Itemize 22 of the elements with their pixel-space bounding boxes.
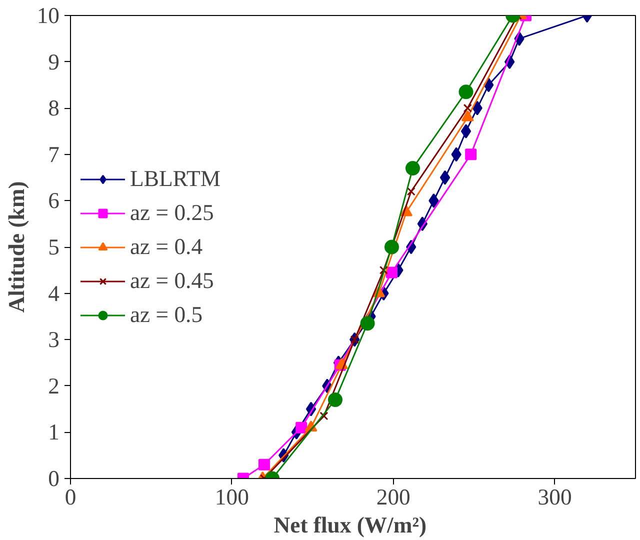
y-tick-label: 0: [48, 466, 60, 491]
y-tick-label: 7: [48, 142, 60, 167]
y-tick-label: 4: [48, 280, 60, 306]
y-tick-label: 9: [48, 49, 60, 74]
y-tick-label: 6: [48, 188, 60, 214]
legend-label: LBLRTM: [130, 166, 221, 192]
y-tick-label: 10: [36, 3, 60, 28]
legend-label: az = 0.45: [130, 268, 214, 294]
legend-label: az = 0.5: [130, 302, 203, 328]
y-tick-label: 8: [48, 96, 60, 121]
legend-label: az = 0.25: [130, 200, 214, 226]
x-axis-title: Net flux (W/m²): [274, 512, 427, 538]
legend-label: az = 0.4: [130, 234, 203, 260]
y-tick-label: 1: [48, 420, 60, 445]
y-tick-label: 3: [48, 327, 60, 352]
y-tick-label: 2: [48, 373, 60, 398]
x-tick-label: 300: [538, 484, 572, 510]
y-tick-label: 5: [48, 234, 60, 260]
x-tick-label: 200: [376, 484, 410, 510]
x-tick-label: 0: [64, 484, 76, 510]
x-tick-label: 100: [214, 484, 249, 510]
y-axis-title: Altitude (km): [4, 181, 29, 313]
